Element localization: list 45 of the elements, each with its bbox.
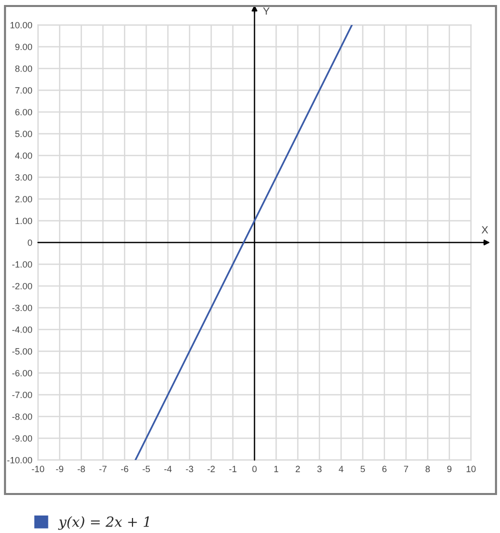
y-tick-label: 3.00 [15, 174, 32, 181]
x-tick-label: 6 [382, 466, 387, 472]
x-tick-label: -9 [56, 466, 64, 472]
x-tick-label: 4 [338, 466, 344, 472]
y-tick-label: -8.00 [12, 413, 32, 420]
y-tick-label: -10.00 [7, 456, 32, 464]
x-tick-label: -6 [120, 466, 128, 472]
x-tick-label: -2 [208, 466, 215, 472]
x-tick-label: 0 [252, 466, 257, 472]
x-tick-label: -8 [78, 466, 85, 472]
y-axis-title: Y [263, 7, 270, 15]
y-tick-label: -2.00 [12, 282, 32, 290]
y-tick-label: 7.00 [15, 87, 32, 94]
y-tick-label: 5.00 [15, 130, 32, 138]
legend-label: y(x) = 2x + 1 [58, 516, 149, 530]
x-tick-label: 9 [447, 466, 452, 472]
x-tick-label: -7 [99, 466, 107, 472]
x-tick-label: -10 [32, 466, 44, 472]
x-tick-label: -4 [164, 466, 172, 472]
y-tick-label: 4.00 [15, 152, 32, 159]
y-tick-label: 10.00 [10, 22, 32, 28]
y-tick-label: 8.00 [15, 65, 32, 72]
x-tick-label: -5 [142, 466, 150, 472]
y-tick-label: -9.00 [12, 435, 32, 442]
y-tick-label: 0 [28, 239, 32, 246]
y-tick-label: -1.00 [12, 261, 32, 268]
y-tick-label: -6.00 [12, 370, 32, 376]
x-tick-label: 2 [296, 466, 300, 472]
x-tick-label: 10 [466, 466, 476, 472]
y-tick-label: -7.00 [12, 392, 32, 398]
x-tick-label: 3 [317, 466, 322, 472]
y-tick-label: 9.00 [15, 44, 32, 50]
y-tick-label: -3.00 [12, 304, 32, 312]
y-tick-label: -5.00 [12, 348, 32, 355]
y-tick-label: 6.00 [15, 108, 32, 116]
y-tick-label: -4.00 [12, 326, 32, 333]
x-tick-label: -3 [186, 466, 194, 472]
x-tick-label: 1 [274, 466, 278, 472]
x-tick-label: 8 [426, 466, 430, 472]
x-tick-label: -1 [229, 466, 236, 472]
x-tick-label: 7 [404, 466, 408, 472]
y-tick-label: 1.00 [16, 218, 32, 224]
x-axis-title: X [482, 226, 488, 234]
x-tick-label: 5 [360, 466, 365, 472]
y-tick-label: 2.00 [15, 196, 32, 202]
